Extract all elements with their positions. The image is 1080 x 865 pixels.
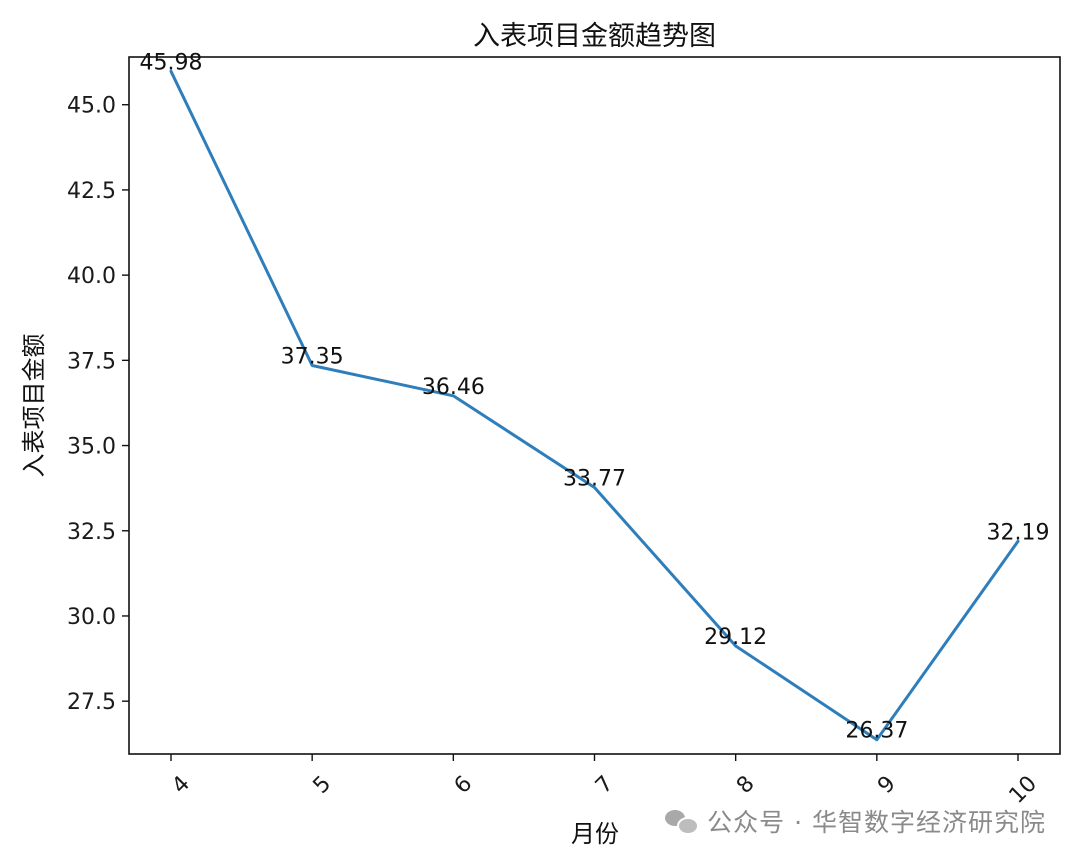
data-label: 32.19 — [987, 520, 1050, 545]
x-axis: 4 5 6 7 8 9 10 — [167, 754, 1042, 809]
y-tick-label: 32.5 — [67, 520, 116, 545]
y-tick-label: 35.0 — [67, 435, 116, 460]
chart-title: 入表项目金额趋势图 — [473, 21, 716, 52]
y-tick-label: 37.5 — [67, 349, 116, 374]
watermark-text: 公众号 · 华智数字经济研究院 — [707, 808, 1046, 837]
y-tick-label: 27.5 — [67, 690, 116, 715]
data-label: 29.12 — [704, 625, 767, 650]
x-tick-label: 5 — [309, 771, 337, 799]
data-label: 37.35 — [281, 344, 344, 369]
wechat-icon — [665, 808, 700, 835]
data-labels: 45.98 37.35 36.46 33.77 29.12 26.37 32.19 — [140, 50, 1050, 743]
x-tick-label: 7 — [591, 771, 619, 799]
y-tick-label: 42.5 — [67, 179, 116, 204]
y-axis-title: 入表项目金额 — [20, 334, 48, 478]
y-axis: 27.5 30.0 32.5 35.0 37.5 40.0 42.5 45.0 — [67, 94, 129, 715]
data-label: 33.77 — [563, 466, 626, 491]
y-tick-label: 45.0 — [67, 94, 116, 119]
x-tick-label: 9 — [873, 771, 901, 799]
x-tick-label: 6 — [450, 771, 478, 799]
x-axis-title: 月份 — [571, 820, 619, 848]
watermark: 公众号 · 华智数字经济研究院 — [665, 803, 1046, 839]
y-tick-label: 40.0 — [67, 264, 116, 289]
plot-area-frame — [128, 56, 1061, 755]
data-label: 26.37 — [845, 719, 908, 744]
data-label: 45.98 — [140, 50, 203, 75]
y-tick-label: 30.0 — [67, 605, 116, 630]
data-label: 36.46 — [422, 375, 485, 400]
series-line — [169, 69, 1020, 742]
x-tick-label: 4 — [167, 771, 195, 799]
x-tick-label: 8 — [732, 771, 760, 799]
